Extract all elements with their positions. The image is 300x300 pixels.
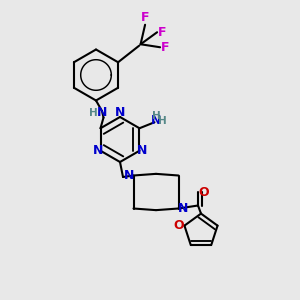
Text: N: N	[115, 106, 125, 119]
Text: N: N	[178, 202, 188, 215]
Text: N: N	[137, 144, 147, 157]
Text: O: O	[198, 185, 209, 199]
Text: O: O	[174, 219, 184, 232]
Text: N: N	[124, 169, 134, 182]
Text: H: H	[89, 107, 98, 118]
Text: F: F	[161, 41, 170, 54]
Text: N: N	[97, 106, 107, 119]
Text: N: N	[151, 114, 161, 127]
Text: H: H	[152, 111, 160, 121]
Text: F: F	[141, 11, 149, 24]
Text: F: F	[158, 26, 167, 39]
Text: N: N	[93, 144, 103, 157]
Text: H: H	[158, 116, 166, 126]
